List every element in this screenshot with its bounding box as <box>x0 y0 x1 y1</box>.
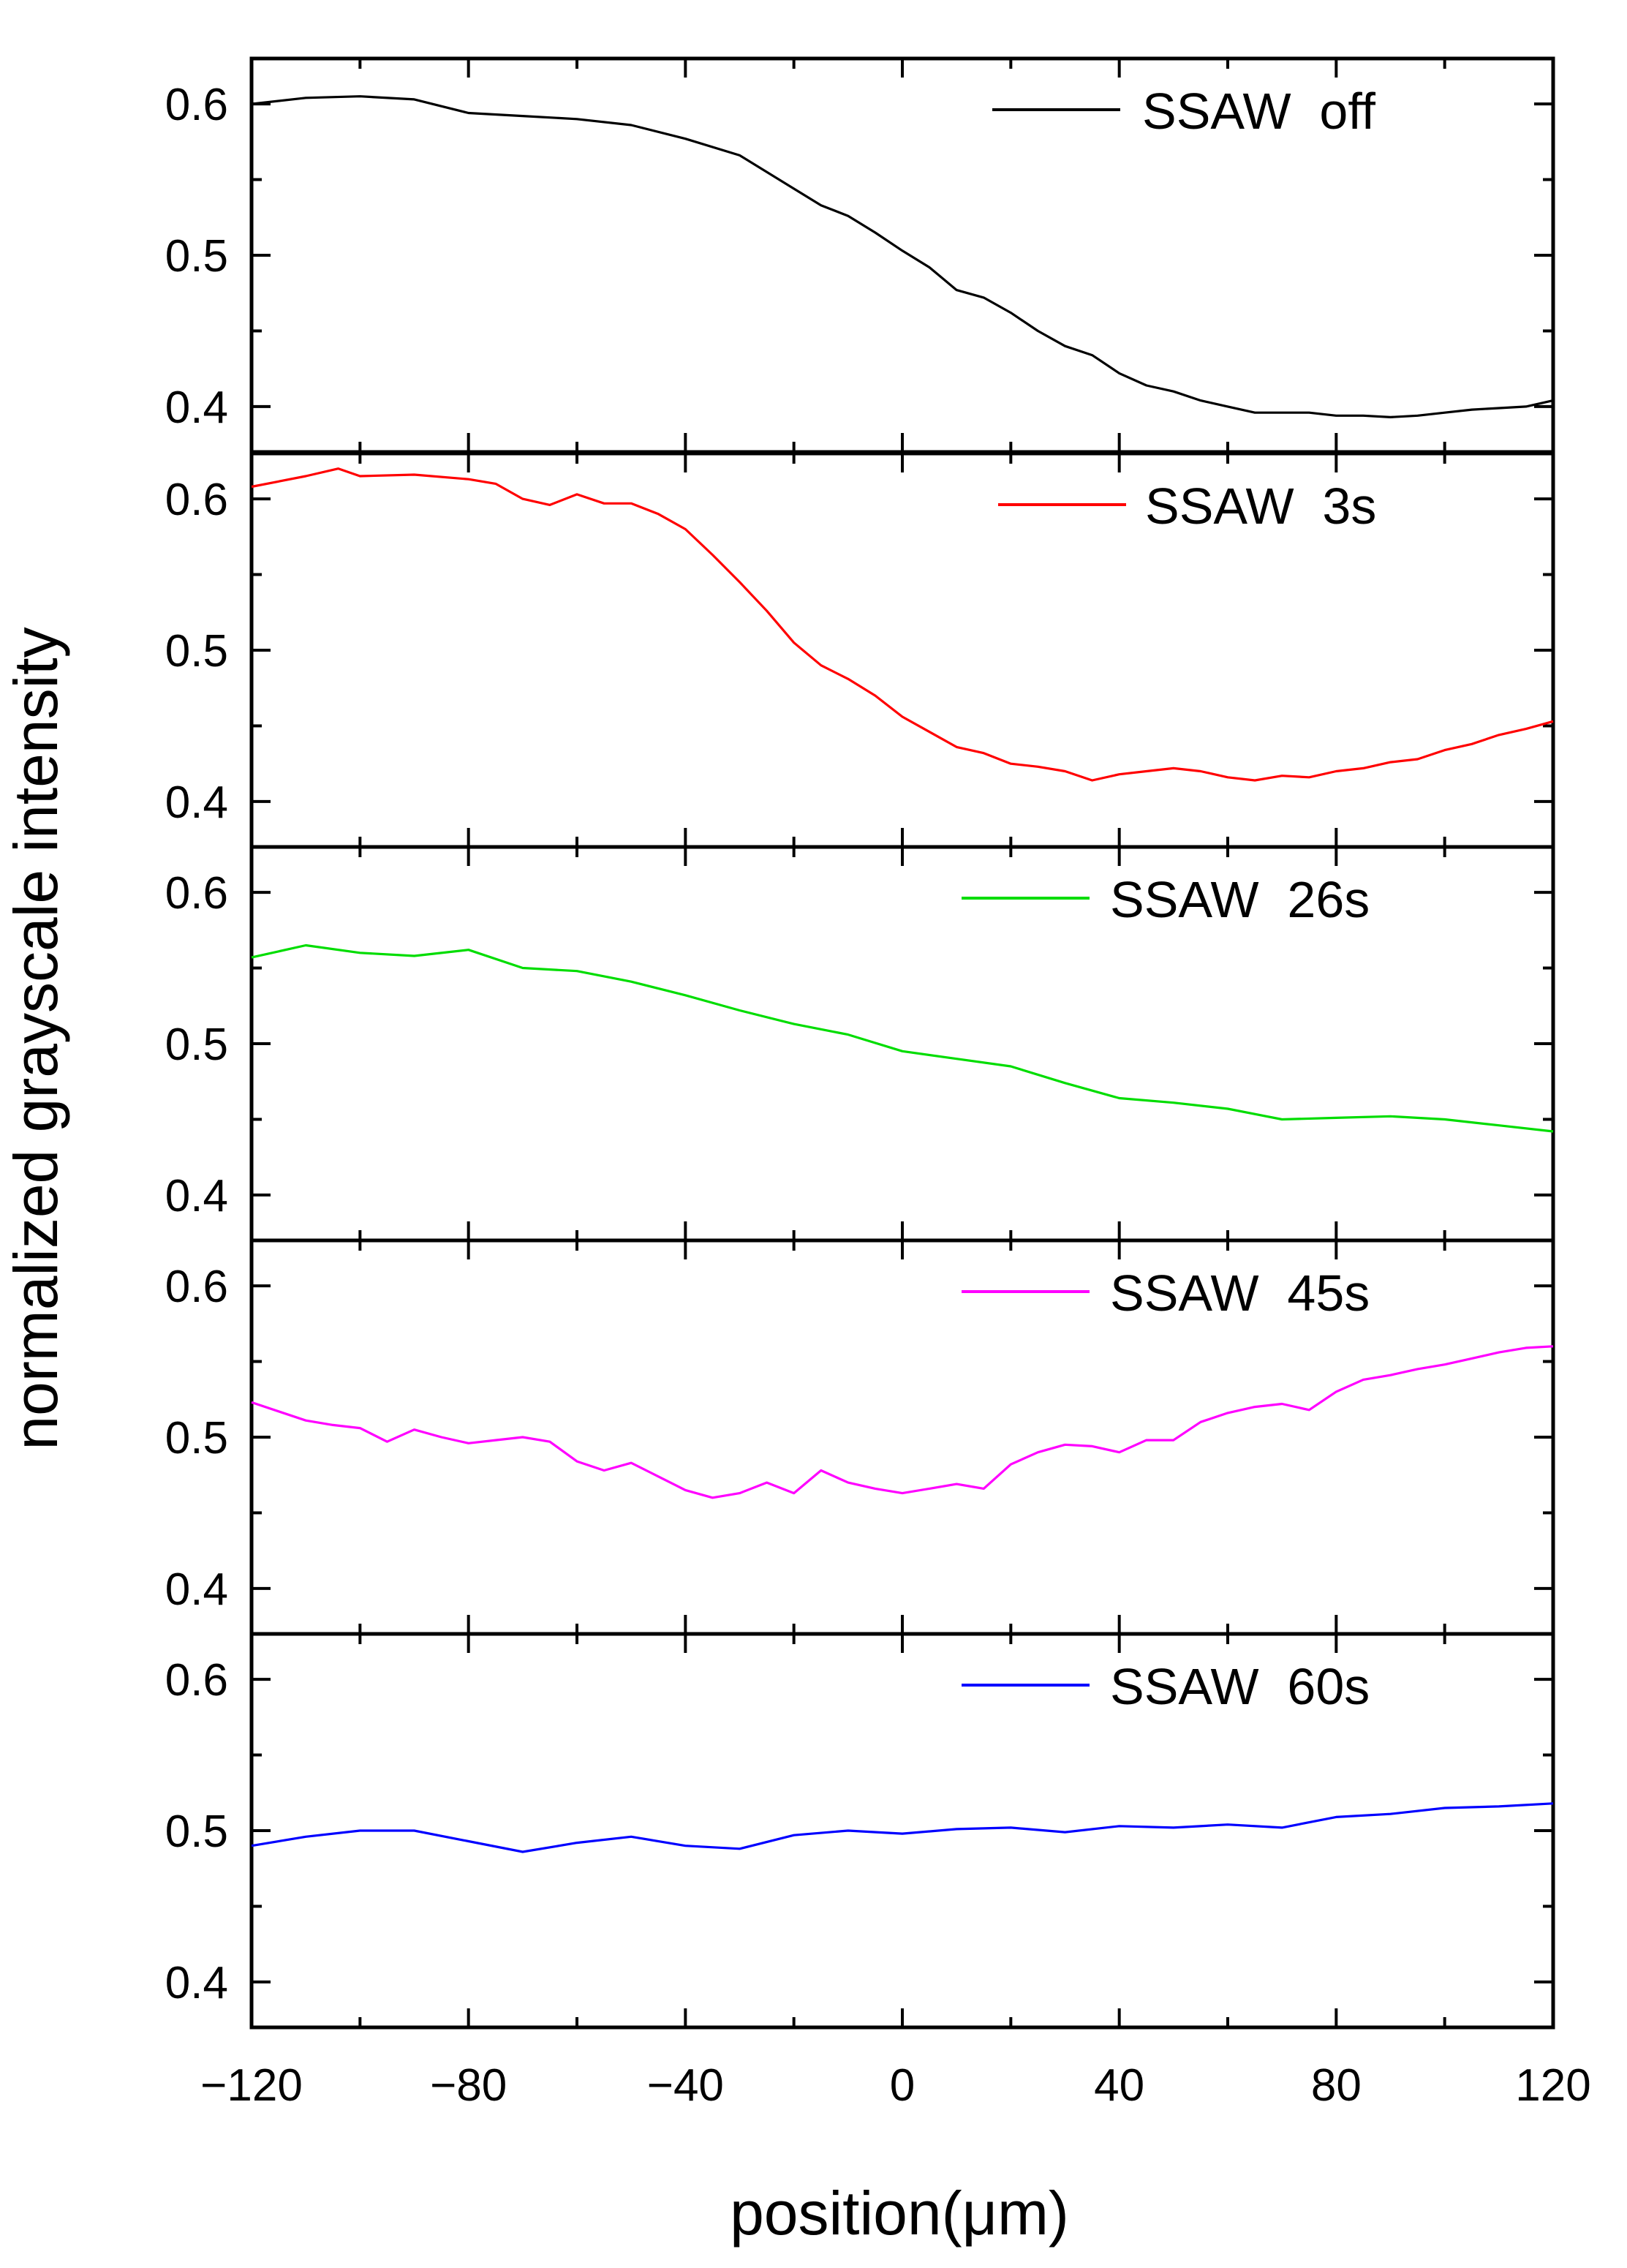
y-tick-label: 0.6 <box>165 80 228 130</box>
panel-4: 0.4 0.5 0.6 SSAW 45s <box>165 1238 1555 1636</box>
x-tick-label: −40 <box>647 2060 724 2111</box>
y-tick-label: 0.5 <box>165 626 228 677</box>
y-tick-label: 0.4 <box>165 383 228 433</box>
x-tick-label: 120 <box>1515 2060 1590 2111</box>
y-tick-label: 0.4 <box>165 777 228 828</box>
y-tick-label: 0.5 <box>165 1020 228 1070</box>
series-line <box>251 467 1554 782</box>
y-tick-label: 0.5 <box>165 1413 228 1463</box>
x-tick-labels-group: −120 −80 −40 0 40 80 120 <box>200 2060 1591 2111</box>
legend-label: SSAW 60s <box>1110 1658 1370 1715</box>
y-tick-label: 0.6 <box>165 1262 228 1312</box>
series-line <box>251 1345 1554 1499</box>
series-line <box>251 1802 1554 1853</box>
legend-label: SSAW 3s <box>1145 478 1376 535</box>
panel-3: 0.4 0.5 0.6 SSAW 26s <box>165 845 1555 1243</box>
x-axis-title: position(μm) <box>730 2179 1069 2248</box>
x-tick-label: −120 <box>200 2060 303 2111</box>
legend-label: SSAW 26s <box>1110 871 1370 928</box>
y-tick-label: 0.6 <box>165 1655 228 1706</box>
y-tick-label: 0.6 <box>165 475 228 525</box>
y-tick-label: 0.4 <box>165 1171 228 1221</box>
x-tick-label: 0 <box>890 2060 915 2111</box>
x-tick-label: 80 <box>1311 2060 1362 2111</box>
series-line <box>251 95 1554 418</box>
x-tick-label: −80 <box>430 2060 507 2111</box>
legend-label: SSAW off <box>1142 83 1376 140</box>
y-tick-label: 0.4 <box>165 1958 228 2008</box>
panel-1: 0.4 0.5 0.6 SSAW off <box>165 56 1555 454</box>
y-tick-label: 0.6 <box>165 868 228 919</box>
y-axis-title: normalized grayscale intensity <box>1 627 70 1450</box>
panel-2: 0.4 0.5 0.6 SSAW 3s <box>165 451 1555 849</box>
legend-label: SSAW 45s <box>1110 1265 1370 1322</box>
y-tick-label: 0.5 <box>165 231 228 282</box>
panel-5: 0.4 0.5 0.6 SSAW 60s <box>165 1632 1555 2030</box>
series-line <box>251 943 1554 1133</box>
y-tick-label: 0.4 <box>165 1564 228 1615</box>
x-tick-label: 40 <box>1094 2060 1144 2111</box>
y-tick-label: 0.5 <box>165 1807 228 1857</box>
